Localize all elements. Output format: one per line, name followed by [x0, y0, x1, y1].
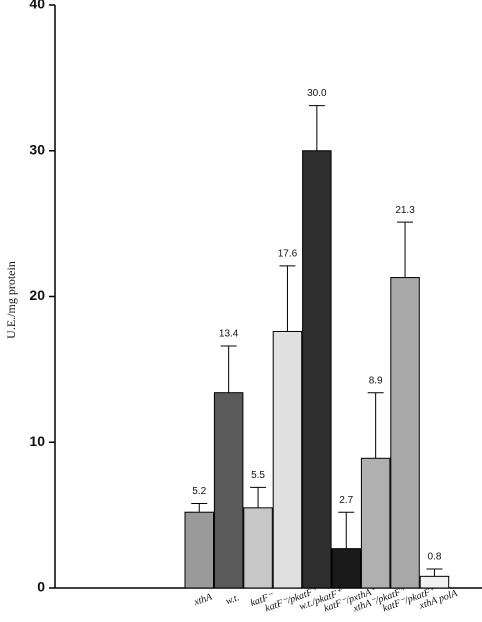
value-label: 2.7 [339, 495, 353, 506]
value-label: 8.9 [369, 375, 383, 386]
y-axis-label: U.E./mg protein [4, 261, 18, 339]
value-label: 0.8 [427, 552, 441, 563]
value-label: 21.3 [395, 205, 415, 216]
x-tick-label: xthA [192, 591, 215, 608]
value-label: 5.5 [251, 470, 265, 481]
bar [331, 548, 361, 589]
value-label: 30.0 [307, 88, 327, 99]
y-tick-label: 30 [29, 141, 45, 157]
bar [184, 511, 214, 589]
bar [419, 575, 450, 589]
x-tick-label: w.t. [224, 592, 241, 607]
y-tick-label: 0 [37, 579, 45, 595]
bar [243, 507, 273, 589]
y-tick-label: 40 [29, 0, 45, 12]
value-label: 5.2 [192, 486, 206, 497]
value-label: 13.4 [219, 329, 239, 340]
y-tick-label: 20 [29, 287, 45, 303]
bar [390, 277, 420, 589]
bar [360, 457, 391, 589]
bar [213, 392, 244, 589]
y-tick-label: 10 [29, 433, 45, 449]
bar [302, 150, 332, 589]
value-label: 17.6 [278, 249, 298, 260]
bar [272, 330, 303, 589]
